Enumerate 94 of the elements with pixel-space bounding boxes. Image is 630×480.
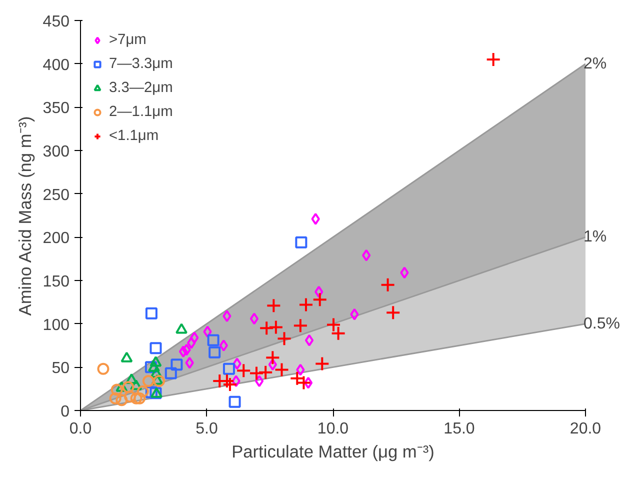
series-label: 1% xyxy=(584,228,607,246)
point xyxy=(380,277,396,292)
point xyxy=(296,375,312,390)
point xyxy=(248,366,264,381)
legend-label: 2—1.1μm xyxy=(109,104,173,120)
y-tick-label: 250 xyxy=(42,186,70,204)
point xyxy=(254,375,264,388)
x-tick-label: 5.0 xyxy=(196,420,218,438)
point xyxy=(150,356,162,367)
point xyxy=(144,361,157,374)
point xyxy=(136,385,149,398)
legend-label: 7—3.3μm xyxy=(109,56,173,72)
point xyxy=(314,356,330,372)
series-label: 0.5% xyxy=(584,315,620,332)
point xyxy=(290,370,305,386)
point xyxy=(330,326,346,341)
point xyxy=(314,286,324,298)
point xyxy=(298,297,314,312)
point xyxy=(178,346,188,358)
point xyxy=(250,312,259,325)
point xyxy=(265,350,280,366)
point xyxy=(311,212,320,225)
y-tick-label: 50 xyxy=(52,360,70,378)
point xyxy=(148,361,160,372)
point xyxy=(190,332,199,344)
point xyxy=(258,364,274,380)
point xyxy=(208,346,221,358)
y-tick-label: 350 xyxy=(42,100,70,118)
point xyxy=(312,292,328,308)
point xyxy=(362,249,371,262)
point xyxy=(120,352,133,362)
point xyxy=(350,308,359,320)
point xyxy=(203,326,212,338)
point xyxy=(236,363,252,378)
point xyxy=(153,375,166,388)
y-axis-title: Amino Acid Mass (ng m⁻³) xyxy=(14,116,35,316)
y-tick-label: 0 xyxy=(60,404,70,420)
point xyxy=(130,392,142,404)
point xyxy=(486,52,501,67)
point xyxy=(304,334,314,346)
point xyxy=(122,381,134,394)
point xyxy=(185,356,194,369)
point xyxy=(176,323,188,334)
x-axis-title: Particulate Matter (μg m⁻³) xyxy=(232,442,434,462)
x-tick-label: 15.0 xyxy=(444,420,475,438)
point xyxy=(187,336,196,349)
point xyxy=(110,384,123,396)
x-tick-label: 0.0 xyxy=(69,420,92,438)
point xyxy=(228,396,241,408)
point xyxy=(222,362,235,375)
legend-label: <1.1μm xyxy=(109,128,159,144)
point xyxy=(304,376,313,389)
point xyxy=(232,358,242,370)
point xyxy=(268,320,284,335)
point xyxy=(268,358,277,371)
y-tick-label: 300 xyxy=(42,144,70,160)
legend-label: >7μm xyxy=(109,32,146,48)
point xyxy=(116,394,128,406)
point xyxy=(259,320,274,336)
point xyxy=(400,266,409,279)
point xyxy=(292,318,308,334)
y-tick-label: 450 xyxy=(42,14,70,30)
y-tick-label: 150 xyxy=(42,274,70,290)
point xyxy=(130,379,142,390)
point xyxy=(182,344,191,356)
point xyxy=(326,317,342,332)
point xyxy=(150,342,162,354)
y-tick-label: 200 xyxy=(42,230,70,248)
point xyxy=(109,392,122,404)
point xyxy=(207,334,220,346)
point xyxy=(142,375,154,388)
point xyxy=(276,331,292,346)
y-tick-label: 400 xyxy=(42,56,70,74)
x-tick-label: 10.0 xyxy=(317,420,349,438)
point xyxy=(386,305,401,320)
point xyxy=(97,362,110,375)
point xyxy=(222,377,238,392)
point xyxy=(134,392,146,404)
point xyxy=(145,307,158,320)
point xyxy=(116,381,128,392)
point xyxy=(164,367,177,380)
series-label: 2% xyxy=(584,55,607,72)
point xyxy=(266,298,282,314)
point xyxy=(170,358,183,371)
point xyxy=(295,236,308,248)
point xyxy=(274,362,290,378)
point xyxy=(296,364,305,376)
point xyxy=(219,340,228,352)
x-tick-label: 20.0 xyxy=(570,420,602,438)
legend-label: 3.3—2μm xyxy=(109,80,173,96)
y-tick-label: 100 xyxy=(42,316,70,334)
point xyxy=(232,375,240,388)
point xyxy=(222,310,232,322)
point xyxy=(126,373,138,384)
